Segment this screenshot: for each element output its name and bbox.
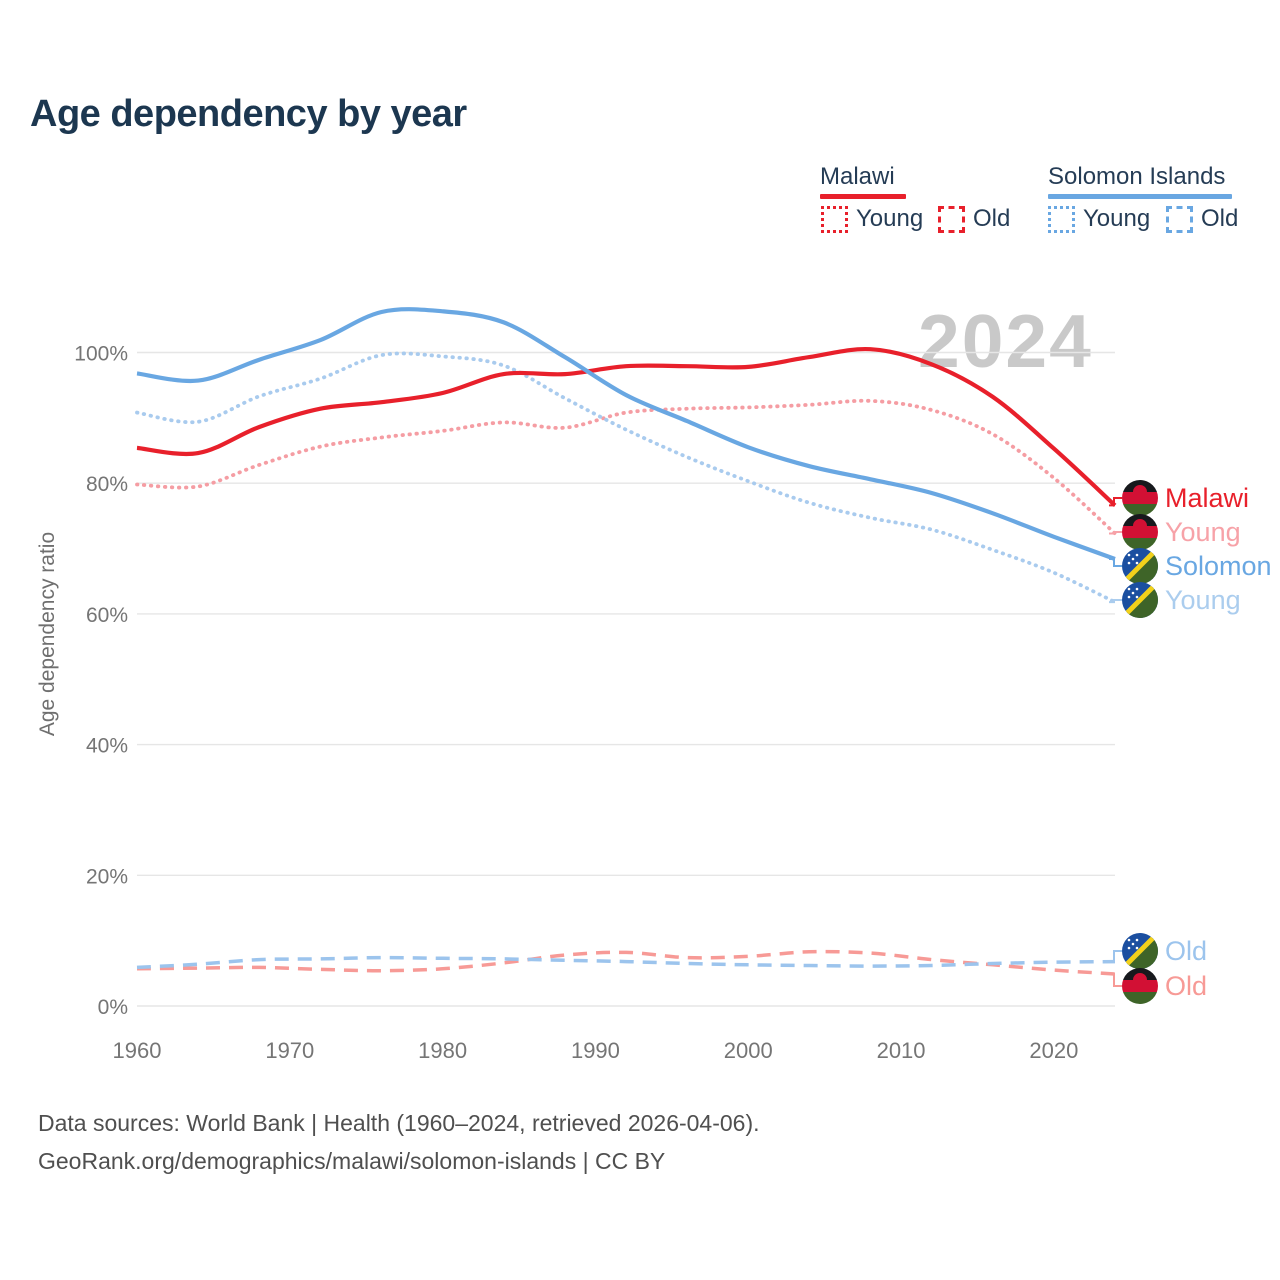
malawi-flag-icon bbox=[1122, 514, 1158, 550]
y-tick-label: 40% bbox=[86, 735, 128, 758]
legend-solomon-underline bbox=[1048, 194, 1232, 199]
series-line-malawi-total[interactable] bbox=[136, 346, 1117, 507]
y-tick-label: 80% bbox=[86, 473, 128, 496]
series-label-text: Old bbox=[1165, 970, 1208, 1001]
x-tick-label: 1990 bbox=[571, 1038, 620, 1063]
series-label-text: Solomon bbox=[1165, 550, 1272, 581]
legend-malawi-old[interactable]: Old bbox=[938, 205, 1010, 233]
solomon-islands-flag-icon bbox=[1122, 582, 1158, 618]
legend-malawi-old-label: Old bbox=[973, 205, 1011, 232]
y-tick-label: 60% bbox=[86, 604, 128, 627]
series-label-text: Old bbox=[1165, 935, 1208, 966]
legend-malawi-label: Malawi bbox=[820, 163, 895, 190]
malawi-flag-icon bbox=[1122, 480, 1158, 516]
series-line-solomon-old[interactable] bbox=[136, 955, 1116, 970]
series-label-solomon-old[interactable]: Old bbox=[1122, 933, 1207, 969]
legend-solomon-old-label: Old bbox=[1201, 205, 1239, 232]
solomon-young-swatch-icon bbox=[1048, 205, 1075, 233]
legend-solomon-header: Solomon Islands bbox=[1048, 163, 1232, 199]
label-connector-malawi-total bbox=[1109, 497, 1122, 507]
x-tick-label: 1970 bbox=[265, 1038, 314, 1063]
legend-malawi-young-label: Young bbox=[856, 205, 924, 232]
page-title: Age dependency by year bbox=[30, 93, 467, 135]
series-label-solomon-total[interactable]: Solomon bbox=[1122, 548, 1272, 584]
malawi-flag-icon bbox=[1122, 968, 1158, 1004]
legend-malawi-underline bbox=[820, 194, 906, 199]
x-tick-label: 1980 bbox=[418, 1038, 467, 1063]
series-label-text: Young bbox=[1165, 516, 1241, 547]
malawi-young-swatch-icon bbox=[821, 205, 848, 233]
series-line-malawi-young[interactable] bbox=[135, 398, 1117, 536]
series-label-malawi-total[interactable]: Malawi bbox=[1122, 480, 1249, 516]
label-connector-malawi-young bbox=[1109, 531, 1122, 535]
legend-solomon-young-label: Young bbox=[1083, 205, 1151, 232]
series-label-solomon-young[interactable]: Young bbox=[1122, 582, 1241, 618]
x-tick-label: 2010 bbox=[877, 1038, 926, 1063]
footer-data-sources: Data sources: World Bank | Health (1960–… bbox=[38, 1110, 760, 1136]
label-connector-solomon-old bbox=[1109, 950, 1122, 963]
y-tick-label: 100% bbox=[74, 343, 128, 366]
footer-attribution-link[interactable]: GeoRank.org/demographics/malawi/solomon-… bbox=[38, 1148, 666, 1174]
solomon-islands-flag-icon bbox=[1122, 548, 1158, 584]
x-tick-label: 1960 bbox=[113, 1038, 162, 1063]
legend-malawi-young[interactable]: Young bbox=[821, 205, 923, 233]
legend-malawi-header: Malawi bbox=[820, 163, 906, 199]
series-line-solomon-young[interactable] bbox=[135, 351, 1117, 604]
y-tick-label: 0% bbox=[98, 996, 128, 1019]
series-label-malawi-young[interactable]: Young bbox=[1122, 514, 1241, 550]
y-tick-label: 20% bbox=[86, 865, 128, 888]
legend-solomon-old[interactable]: Old bbox=[1166, 205, 1238, 233]
series-label-text: Young bbox=[1165, 584, 1241, 615]
legend-solomon-label: Solomon Islands bbox=[1048, 163, 1226, 190]
solomon-islands-flag-icon bbox=[1122, 933, 1158, 969]
malawi-old-swatch-icon bbox=[938, 205, 965, 233]
label-connector-solomon-total bbox=[1109, 558, 1122, 567]
series-label-malawi-old[interactable]: Old bbox=[1122, 968, 1207, 1004]
series-line-malawi-old[interactable] bbox=[136, 949, 1116, 976]
x-tick-label: 2000 bbox=[724, 1038, 773, 1063]
x-tick-label: 2020 bbox=[1029, 1038, 1078, 1063]
series-label-text: Malawi bbox=[1165, 482, 1250, 513]
series-line-solomon-total[interactable] bbox=[136, 307, 1116, 561]
label-connector-solomon-young bbox=[1109, 599, 1122, 604]
solomon-old-swatch-icon bbox=[1166, 205, 1193, 233]
label-connector-malawi-old bbox=[1109, 973, 1122, 987]
legend-solomon-young[interactable]: Young bbox=[1048, 205, 1150, 233]
